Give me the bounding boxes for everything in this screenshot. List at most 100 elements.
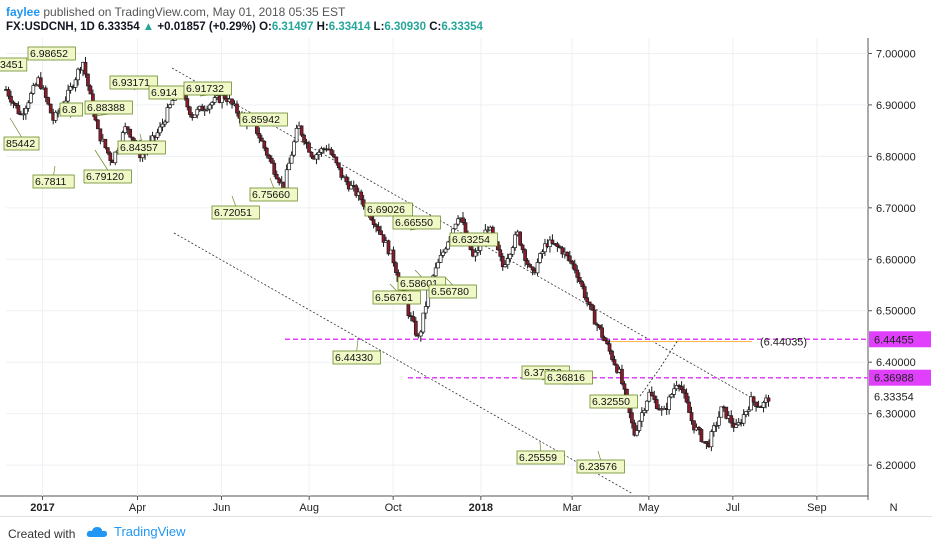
candle-body [68,86,73,91]
candle-body [555,243,560,247]
candle-body [612,359,617,366]
annotation-box [27,46,76,61]
candle-body [572,263,577,271]
annotation-callout: 6.85942 [239,112,288,127]
y-tick-label: 6.40000 [876,357,916,369]
annotation-box [392,215,441,230]
candle-body [267,154,272,159]
candle-body [205,108,210,111]
candle-body [11,101,16,104]
candle-body [674,385,679,390]
candle-body [43,87,48,98]
annotation-leader [445,277,453,286]
annotation-box [83,169,132,184]
low-label: L: [373,21,385,33]
author-link[interactable]: faylee [6,5,41,19]
annotation-label: 6.56780 [431,286,469,298]
candle-body [669,394,674,398]
candle-body [222,95,227,99]
annotation-callout: 6.63254 [449,232,498,247]
candle-body [699,429,704,442]
candle-body [379,230,383,235]
candle-body [682,389,686,394]
candle-body [26,102,31,109]
annotation-callout: 6.36816 [544,370,593,385]
candle-body [518,231,522,246]
price-axis-label: 6.36988 [874,373,914,385]
candle-body [309,151,314,158]
annotation-label: 3451 [0,59,24,71]
annotation-label: 6.8 [62,104,77,116]
annotation-leader [414,269,422,278]
candle-body [128,128,133,138]
close-label: C: [429,21,442,33]
annotation-callout: 6.69026 [364,202,413,217]
annotation-box [449,232,498,247]
y-tick-label: 6.50000 [876,306,916,318]
candle-body [565,251,570,257]
candle-body [575,269,580,278]
x-tick-label: Sep [807,502,827,514]
y-tick-label: 6.90000 [876,100,916,112]
y-tick-label: 6.30000 [876,409,916,421]
candle-body [262,140,267,149]
candle-body [654,399,659,409]
symbol-ohlc-line: FX:USDCNH, 1D 6.33354 ▲ +0.01857 (+0.29%… [6,21,483,33]
candle-body [500,255,505,268]
candle-body [269,158,274,164]
high-label: H: [316,21,329,33]
candle-body [585,297,590,303]
candle-body [98,128,103,142]
annotation-leader [139,133,143,142]
annotation-label: 6.84357 [120,142,158,154]
candle-body [272,162,277,175]
candle-body [212,97,217,103]
published-text: published on TradingView.com, May 01, 20… [43,5,346,19]
candle-body [436,262,441,269]
x-tick-label: May [638,502,659,514]
created-with-text: Created with [8,527,76,541]
price-chart[interactable]: 7.00000 6.90000 6.80000 6.70000 6.60000 6.500… [0,38,932,516]
annotation-label: 6.25559 [519,452,557,464]
candle-body [605,340,609,345]
candle-body [165,107,170,123]
candle-body [513,234,518,248]
x-tick-label: Aug [299,502,319,514]
x-tick-label: Jun [213,502,231,514]
candle-body [577,277,582,282]
annotation-label: 6.58601 [400,278,438,290]
symbol-label[interactable]: FX:USDCNH, 1D [6,21,95,33]
candle-body [635,430,639,436]
open-label: O: [259,21,272,33]
candle-body [729,415,734,424]
candle-body [610,350,614,360]
candle-body [649,391,654,397]
tradingview-brand-link[interactable]: TradingView [86,524,186,539]
candle-body [528,264,532,268]
annotation-box [32,174,75,189]
candle-body [446,241,450,250]
annotation-box [59,102,84,117]
candle-body [334,156,339,164]
x-tick-label: Apr [129,502,146,514]
annotation-leader [539,441,542,452]
candle-body [332,154,336,158]
candle-body [220,95,224,103]
candle-body [230,98,234,105]
annotation-callout: 6.75660 [249,177,298,202]
x-tick-label: N [890,502,898,514]
candle-body [105,147,110,154]
candle-body [83,61,88,75]
candle-body [672,388,676,395]
candle-body [354,185,359,196]
candle-body [570,260,575,265]
candle-body [9,95,13,103]
annotation-box [249,187,298,202]
candle-body [187,106,192,115]
annotation-callout: 6.44330 [332,339,381,365]
candle-body [433,267,438,277]
annotation-callout: 6.23576 [576,450,625,474]
candle-body [647,391,652,402]
candle-body [734,424,739,428]
chart-background [0,38,932,516]
